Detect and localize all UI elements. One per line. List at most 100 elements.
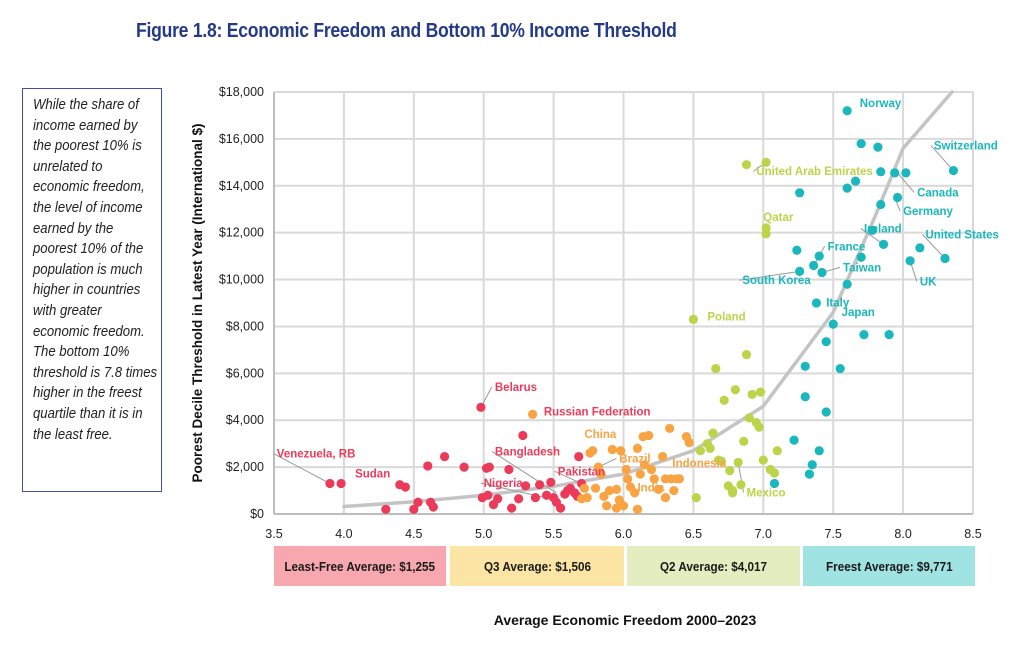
country-label: Mexico [747,487,786,499]
quartile-label: Least-Free Average: $1,255 [284,558,436,574]
data-point [730,385,740,395]
label-leader-line [922,234,946,259]
data-point [842,106,852,116]
data-point [761,229,771,239]
data-point [890,168,900,178]
data-point [754,422,764,432]
y-axis-ticks: $0 $2,000 $4,000 $6,000 $8,000 $10,000 $12,000… [219,85,264,521]
data-point [821,407,831,417]
data-point [744,413,754,423]
country-label: UK [920,276,937,288]
data-point [484,462,494,472]
data-point [705,443,715,453]
data-point [623,474,633,484]
y-tick-label: $0 [250,507,264,521]
data-point [876,167,886,177]
data-point [507,503,517,513]
data-point [423,461,433,471]
data-point [646,464,657,475]
data-point [669,485,679,496]
x-tick-label: 7.0 [755,527,772,541]
y-tick-label: $2,000 [226,460,264,474]
data-point [409,504,419,514]
data-point [336,478,346,489]
data-point [769,478,780,489]
data-point [915,243,925,253]
country-label: China [584,429,617,441]
annotation-box: While the share of income earned by the … [22,88,162,492]
country-label: Norway [860,98,902,110]
data-point [439,451,450,462]
data-point [400,482,411,492]
data-point [876,199,886,210]
data-point [741,349,752,360]
quartile-box-q3: Q3 Average: $1,506 [450,546,624,586]
x-tick-label: 7.5 [825,527,842,541]
data-point [413,497,423,507]
country-label: Pakistan [558,466,605,478]
data-point [555,503,566,513]
data-point [792,245,802,255]
data-point [582,492,592,503]
data-point [602,501,612,511]
data-point [618,501,629,511]
quartile-label: Freest Average: $9,771 [825,558,953,574]
data-point [741,160,752,170]
country-label: Switzerland [934,140,998,152]
data-point [649,474,659,484]
x-tick-label: 6.5 [685,527,702,541]
data-point [901,168,911,178]
data-point [593,462,603,472]
data-point [856,252,866,262]
data-point [795,188,805,198]
data-point [493,494,503,504]
data-point [621,464,631,475]
data-point [835,364,845,374]
data-point [905,256,915,266]
label-leader-line [491,450,557,494]
data-point [769,468,780,478]
country-label: Belarus [495,382,537,394]
data-point [878,239,889,249]
quartile-box-freest: Freest Average: $9,771 [803,546,975,586]
country-label: Qatar [763,212,794,224]
data-point [807,460,817,470]
chart-title: Figure 1.8: Economic Freedom and Bottom … [136,20,677,42]
x-tick-label: 6.0 [615,527,632,541]
data-point [736,480,746,490]
country-label: Germany [903,206,953,218]
y-tick-label: $6,000 [226,366,264,380]
data-point [828,319,838,329]
data-point [518,430,528,441]
data-point [574,451,584,462]
country-label: Brazil [619,453,650,465]
country-label: United States [925,230,999,242]
data-point [850,176,861,186]
x-tick-label: 4.5 [405,527,422,541]
data-point [842,279,852,289]
country-label: Italy [826,298,850,310]
data-point [528,409,538,419]
y-tick-label: $4,000 [226,413,264,427]
label-leader-line [897,172,915,193]
data-point [530,492,541,503]
data-point [940,253,950,264]
data-point [630,488,640,498]
country-label: Russian Federation [544,407,651,419]
data-point [772,446,782,456]
data-point [727,485,738,496]
grid [273,91,974,515]
data-point [535,480,545,490]
data-point [632,443,643,453]
quartile-box-q2: Q2 Average: $4,017 [627,546,800,586]
data-point [521,481,531,491]
annotation-text: While the share of income earned by the … [33,97,158,443]
data-point [716,456,726,466]
data-point [504,464,514,475]
quartile-label: Q3 Average: $1,506 [483,558,591,574]
x-axis-label: Average Economic Freedom 2000–2023 [493,612,757,628]
country-label: Canada [917,187,959,199]
country-label: South Korea [742,275,811,287]
data-point [660,492,671,503]
data-point [711,364,721,374]
